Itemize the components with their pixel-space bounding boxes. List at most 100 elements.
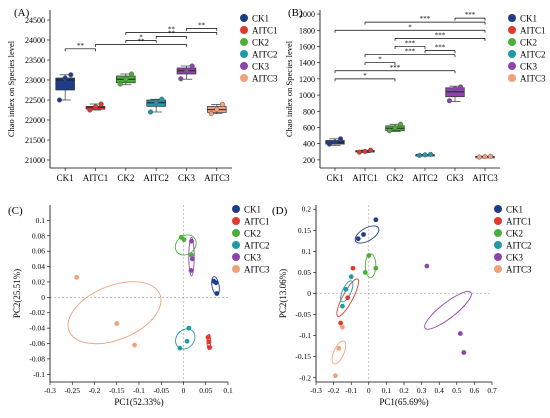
y-tick-label: 0.15 (298, 226, 311, 235)
x-tick-label: 0.1 (382, 386, 392, 395)
y-tick-label: 0.06 (32, 247, 45, 256)
y-tick-label: 0.05 (298, 268, 311, 277)
y-tick-label: 1600 (299, 42, 315, 51)
data-point-ck2 (366, 253, 372, 258)
data-point-ck1 (373, 217, 379, 223)
y-tick-label: -0.1 (299, 331, 311, 340)
y-tick-label: -0.04 (29, 324, 45, 333)
legend-marker-aitc3 (508, 74, 516, 82)
data-point-aitc1 (206, 339, 212, 345)
y-tick-label: 0.04 (32, 262, 45, 271)
y-tick-label: -0.08 (29, 354, 45, 363)
x-tick-label: CK2 (117, 173, 134, 183)
data-point-aitc2 (177, 345, 183, 351)
x-tick-label: CK1 (326, 173, 343, 183)
y-tick-label: 200 (303, 156, 315, 165)
y-tick-label: 24500 (25, 16, 45, 25)
data-point-ck2 (386, 128, 392, 134)
y-tick-label: 1400 (299, 59, 315, 68)
legend-marker-aitc2 (508, 50, 516, 58)
data-point-ck2 (123, 76, 129, 82)
legend-marker-aitc1 (494, 217, 502, 225)
data-point-ck2 (117, 81, 123, 87)
x-tick-label: 0.5 (452, 386, 462, 395)
confidence-ellipse-ck2 (364, 253, 377, 278)
data-point-aitc1 (350, 265, 356, 271)
significance-label: * (363, 72, 367, 80)
legend-label-aitc3: AITC3 (244, 265, 270, 275)
panel-letter: (D) (272, 205, 288, 217)
y-tick-label: 0.1 (302, 247, 312, 256)
significance-label: *** (405, 39, 416, 47)
significance-label: ** (198, 21, 206, 29)
data-point-aitc2 (184, 338, 190, 344)
legend-marker-aitc3 (240, 74, 248, 82)
y-tick-label: 0.08 (32, 231, 45, 240)
legend-marker-ck3 (240, 62, 248, 70)
confidence-ellipse-aitc1 (336, 278, 360, 317)
y-tick-label: -0.1 (33, 370, 45, 379)
x-tick-label: -0.3 (310, 386, 322, 395)
x-tick-label: AITC3 (472, 173, 498, 183)
x-axis-label: PC1(52.33%) (114, 397, 163, 407)
y-tick-label: -0.06 (29, 339, 45, 348)
significance-label: * (139, 33, 143, 41)
legend-label-ck3: CK3 (520, 62, 538, 72)
x-tick-label: CK2 (386, 173, 403, 183)
legend-marker-ck3 (494, 253, 502, 261)
legend-marker-ck2 (508, 38, 516, 46)
data-point-ck3 (189, 63, 195, 69)
data-point-ck2 (373, 265, 379, 271)
x-tick-label: -0.1 (345, 386, 357, 395)
data-point-ck3 (189, 238, 194, 244)
legend-label-ck1: CK1 (506, 205, 523, 215)
data-point-aitc1 (98, 101, 104, 107)
panel-d-legend: CK1 AITC1 CK2 AITC2 CK3 AITC3 (494, 205, 532, 275)
confidence-ellipse-aitc2 (175, 328, 196, 350)
data-point-ck3 (461, 350, 467, 355)
legend-marker-aitc3 (494, 265, 502, 273)
data-point-ck3 (190, 256, 195, 262)
x-tick-label: -0.05 (153, 386, 169, 395)
legend-label-aitc2: AITC2 (244, 241, 270, 251)
legend-label-ck3: CK3 (244, 253, 262, 263)
data-point-aitc2 (428, 151, 434, 157)
legend-label-aitc3: AITC3 (520, 74, 546, 84)
significance-label: *** (435, 44, 446, 52)
x-tick-label: -0.2 (89, 386, 101, 395)
data-point-ck1 (332, 139, 338, 145)
x-tick-label: CK3 (178, 173, 196, 183)
panel-c-legend: CK1 AITC1 CK2 AITC2 CK3 AITC3 (232, 205, 270, 275)
data-point-ck2 (398, 121, 404, 127)
x-tick-label: 0.3 (417, 386, 427, 395)
legend-label-ck2: CK2 (506, 229, 523, 239)
y-tick-label: 22500 (25, 96, 45, 105)
data-point-aitc3 (332, 373, 338, 379)
data-point-aitc2 (340, 303, 345, 309)
data-point-aitc1 (356, 149, 362, 155)
legend-marker-ck2 (494, 229, 502, 237)
data-point-ck2 (181, 237, 187, 243)
panel-a-box-plot: (A) 21000 21500 22000 22500 23000 23500 24000 24… (6, 7, 232, 183)
significance-label: * (378, 56, 382, 64)
significance-label: ** (77, 42, 85, 50)
legend-label-aitc1: AITC1 (252, 26, 278, 36)
legend-label-ck2: CK2 (520, 38, 537, 48)
significance-label: *** (435, 31, 446, 39)
legend-marker-aitc1 (508, 26, 516, 34)
data-point-aitc2 (186, 325, 192, 331)
legend-marker-ck2 (240, 38, 248, 46)
y-tick-label: 0.02 (32, 277, 45, 286)
data-point-ck1 (62, 75, 68, 81)
x-tick-label: 0.7 (487, 386, 497, 395)
y-tick-label: 0 (307, 289, 311, 298)
y-axis-label: PC2(13.06%) (278, 269, 288, 318)
data-point-aitc2 (416, 152, 422, 158)
x-tick-label: AITC3 (204, 173, 230, 183)
data-point-aitc3 (114, 321, 120, 326)
legend-label-ck1: CK1 (252, 14, 269, 24)
data-point-aitc3 (340, 324, 345, 330)
y-axis-label: Chao index on Species level (6, 40, 16, 137)
x-tick-label: CK1 (57, 173, 74, 183)
